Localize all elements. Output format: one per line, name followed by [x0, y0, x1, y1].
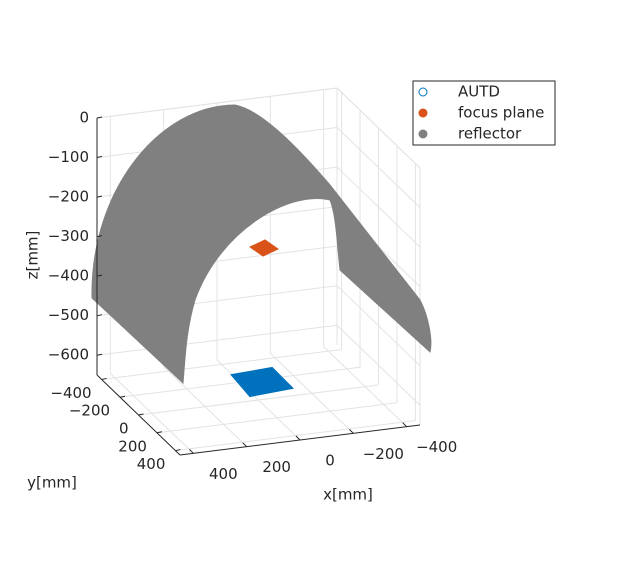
x-tick	[295, 435, 301, 441]
z-tick-label: 0	[79, 109, 89, 127]
legend: AUTD focus plane reflector	[412, 80, 556, 146]
x-tick-label: 400	[209, 465, 238, 483]
legend-label: focus plane	[458, 104, 544, 122]
y-tick	[101, 377, 107, 380]
y-tick	[138, 413, 144, 416]
x-tick-label: −200	[363, 445, 404, 463]
grid-line	[96, 324, 338, 356]
z-axis-label: z[mm]	[24, 231, 42, 280]
y-tick-label: −400	[50, 384, 91, 402]
z-tick-label: −200	[48, 188, 89, 206]
z-tick	[96, 353, 103, 356]
y-tick-label: 0	[119, 420, 129, 438]
z-tick	[96, 195, 103, 198]
z-tick-label: −300	[48, 227, 89, 245]
z-tick	[96, 235, 103, 238]
y-axis-label: y[mm]	[27, 474, 77, 492]
z-tick-label: −100	[48, 148, 89, 166]
grid-line	[336, 285, 421, 367]
focus-plane-cloud	[248, 239, 280, 257]
grid-line	[336, 166, 421, 248]
z-tick	[96, 156, 103, 159]
x-tick	[348, 428, 354, 434]
z-tick	[96, 116, 103, 119]
legend-box	[412, 80, 556, 146]
y-tick	[119, 395, 126, 398]
z-tick	[96, 314, 103, 317]
grid-line	[336, 127, 421, 208]
autd-cloud	[230, 366, 295, 398]
grid-line	[101, 348, 342, 380]
grid-line	[175, 420, 416, 452]
legend-marker	[418, 87, 428, 97]
grid-line	[336, 324, 421, 406]
z-tick-label: −500	[48, 306, 89, 324]
reflector-cloud	[91, 104, 432, 385]
legend-label: AUTD	[458, 83, 500, 101]
grid-line	[96, 87, 338, 119]
x-tick	[242, 442, 248, 448]
y-tick	[156, 431, 163, 434]
x-tick-label: 0	[325, 452, 335, 470]
z-tick-label: −400	[48, 267, 89, 285]
y-tick-label: 200	[118, 437, 147, 455]
legend-marker	[418, 129, 428, 139]
x-axis-label: x[mm]	[323, 486, 373, 504]
z-tick	[96, 274, 103, 277]
y-tick	[175, 449, 181, 452]
y-tick-label: 400	[137, 455, 166, 473]
y-tick-label: −200	[69, 402, 110, 420]
grid-line	[138, 384, 379, 416]
grid-line	[156, 402, 398, 434]
legend-label: reflector	[458, 125, 522, 143]
x-tick	[402, 422, 408, 428]
z-tick-label: −600	[48, 346, 89, 364]
x-tick	[188, 448, 194, 454]
x-tick-label: 200	[262, 458, 291, 476]
x-tick-label: −400	[416, 438, 457, 456]
legend-marker	[418, 108, 428, 118]
grid-line	[336, 87, 421, 169]
axes: −600−500−400−300−200−1000−400−2000200400…	[48, 109, 457, 483]
